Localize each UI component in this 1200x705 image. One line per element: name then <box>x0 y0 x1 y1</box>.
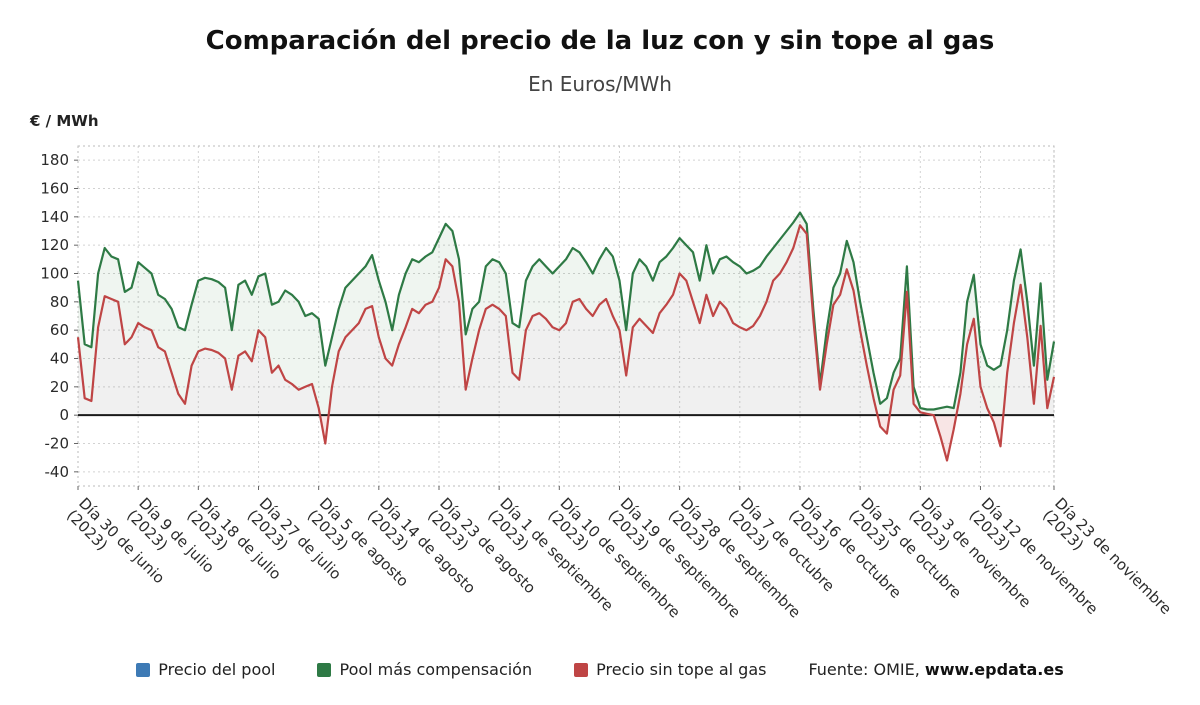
svg-text:0: 0 <box>59 406 69 424</box>
epdata-link[interactable]: www.epdata.es <box>924 660 1064 679</box>
legend-label-pool-mas-compensacion: Pool más compensación <box>339 660 533 679</box>
svg-text:80: 80 <box>50 293 69 311</box>
legend-item-pool-mas-compensacion[interactable]: Pool más compensación <box>317 660 532 679</box>
pool-plus-compensation-swatch-icon <box>317 662 332 677</box>
price-without-cap-swatch-icon <box>574 662 589 677</box>
legend-item-precio-del-pool[interactable]: Precio del pool <box>136 660 275 679</box>
svg-text:60: 60 <box>50 321 69 339</box>
chart-subtitle: En Euros/MWh <box>528 72 672 96</box>
plot-border <box>77 145 1055 487</box>
source-note: Fuente: OMIE, www.epdata.es <box>808 660 1063 679</box>
area-between-series <box>78 212 1054 416</box>
legend-label-precio-sin-tope: Precio sin tope al gas <box>596 660 767 679</box>
area-under-red-series <box>78 225 1054 416</box>
svg-text:20: 20 <box>50 378 69 396</box>
chart-title: Comparación del precio de la luz con y s… <box>205 26 995 56</box>
price-without-gas-cap-line <box>76 224 1056 462</box>
svg-text:40: 40 <box>50 350 69 368</box>
x-axis-labels: Día 30 de junio(2023) Día 9 de julio(2023… <box>63 486 1175 621</box>
legend-item-precio-sin-tope[interactable]: Precio sin tope al gas <box>574 660 766 679</box>
svg-text:120: 120 <box>40 236 69 254</box>
svg-text:140: 140 <box>40 208 69 226</box>
svg-text:160: 160 <box>40 180 69 198</box>
chart-legend: Precio del pool Pool más compensación Pr… <box>0 660 1200 679</box>
svg-text:-40: -40 <box>45 463 70 481</box>
svg-text:-20: -20 <box>45 435 70 453</box>
pool-plus-compensation-line <box>76 211 1056 411</box>
y-axis-unit-label: € / MWh <box>30 112 99 130</box>
y-axis-labels: -40 -20 0 20 40 60 80 100 120 140 160 180 <box>40 151 78 481</box>
pool-price-swatch-icon <box>136 662 151 677</box>
svg-text:100: 100 <box>40 265 69 283</box>
source-text: Fuente: OMIE, <box>808 660 925 679</box>
legend-label-precio-del-pool: Precio del pool <box>158 660 276 679</box>
svg-text:180: 180 <box>40 151 69 169</box>
